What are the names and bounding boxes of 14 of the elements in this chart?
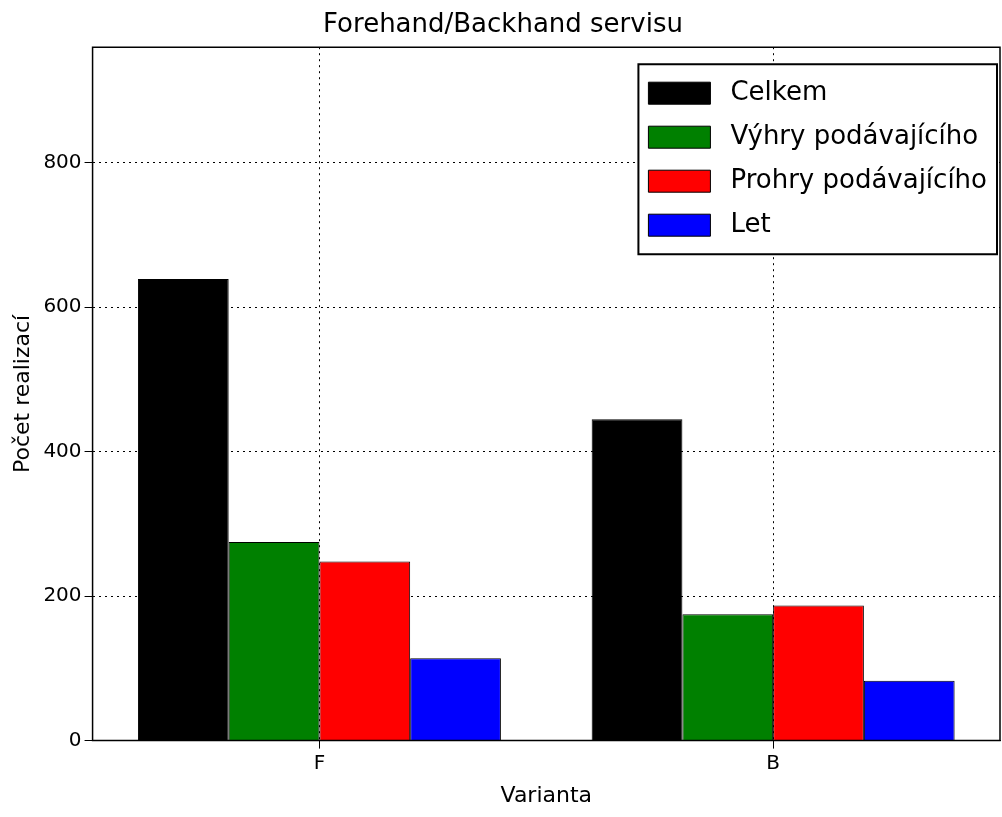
y-tick-label: 600 bbox=[43, 293, 82, 318]
chart-title: Forehand/Backhand servisu bbox=[323, 8, 683, 39]
legend-label: Let bbox=[730, 207, 771, 238]
y-axis-title: Počet realizací bbox=[8, 313, 34, 474]
x-tick-label: F bbox=[313, 749, 326, 774]
x-axis-title: Varianta bbox=[500, 781, 593, 807]
legend-label: Celkem bbox=[730, 75, 828, 106]
legend-label: Výhry podávajícího bbox=[730, 119, 979, 150]
y-tick-label: 800 bbox=[43, 148, 82, 173]
y-tick-label: 0 bbox=[68, 726, 82, 751]
legend-label: Prohry podávajícího bbox=[730, 163, 988, 194]
y-tick-label: 200 bbox=[43, 582, 82, 607]
x-tick-label: B bbox=[766, 749, 781, 774]
y-tick-label: 400 bbox=[43, 437, 82, 462]
